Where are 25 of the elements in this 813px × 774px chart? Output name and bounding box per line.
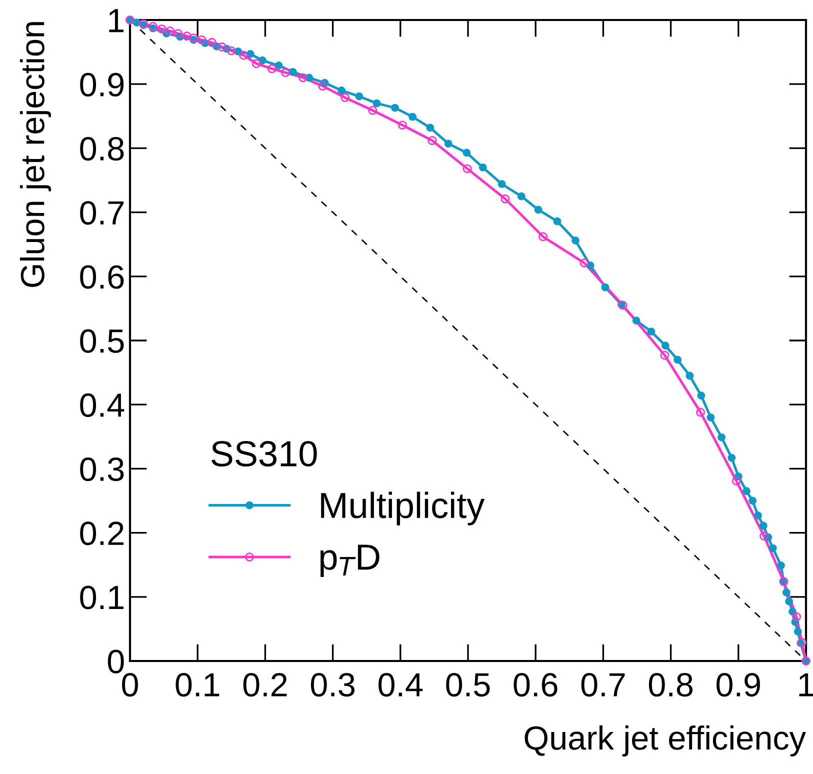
x-tick-label: 0.6	[514, 672, 558, 697]
y-tick-label: 0.1	[80, 586, 124, 610]
x-tick-label: 0.4	[378, 672, 423, 697]
y-tick-label: 0.7	[80, 201, 124, 225]
x-tick-label: 0.2	[243, 672, 287, 697]
x-axis-title: Quark jet efficiency	[524, 725, 806, 756]
y-tick-label: 0.4	[80, 393, 124, 418]
x-tick-label: 0.7	[581, 672, 625, 697]
y-tick-label: 1	[109, 9, 124, 32]
y-tick-label: 0.9	[80, 72, 124, 97]
x-tick-label: 0.9	[716, 672, 760, 697]
x-tick-label: 0.5	[446, 672, 490, 697]
y-tick-label: 0.2	[80, 522, 124, 546]
y-axis-title: Gluon jet rejection	[20, 22, 52, 287]
x-tick-label: 0.8	[648, 672, 693, 697]
y-tick-label: 0.8	[80, 137, 124, 161]
y-tick-label: 0.6	[80, 265, 124, 289]
y-tick-label: 0	[108, 650, 124, 674]
x-tick-label: 0.1	[176, 672, 220, 697]
y-tick-label: 0.3	[80, 458, 124, 482]
y-tick-label: 0.5	[80, 329, 124, 353]
x-tick-label: 0.3	[310, 672, 355, 697]
legend-label: p$_{T}$D	[320, 544, 380, 578]
legend-title: SS310	[211, 440, 317, 467]
legend-label: Multiplicity	[321, 492, 485, 526]
